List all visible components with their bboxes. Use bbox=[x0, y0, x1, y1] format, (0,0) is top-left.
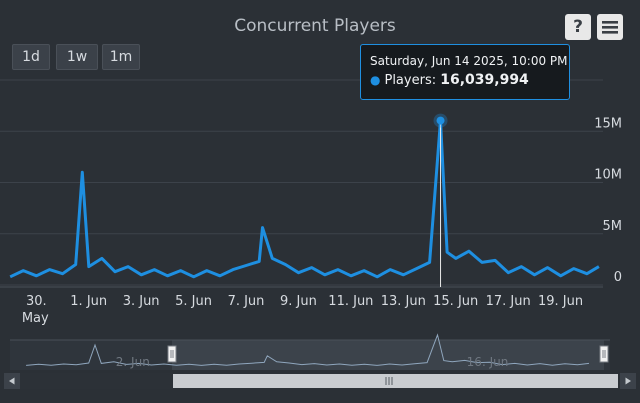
x-tick-label: 5. Jun bbox=[175, 294, 212, 309]
x-tick-label: 11. Jun bbox=[328, 294, 373, 309]
navigator-right-handle[interactable] bbox=[599, 345, 609, 363]
data-tooltip: Saturday, Jun 14 2025, 10:00 PM ● Players… bbox=[360, 44, 570, 100]
y-tick-label: 10M bbox=[594, 168, 622, 183]
tooltip-value-line: ● Players: 16,039,994 bbox=[370, 72, 529, 88]
x-tick-label: 15. Jun bbox=[433, 294, 478, 309]
tooltip-date: Saturday, Jun 14 2025, 10:00 PM bbox=[370, 54, 568, 68]
y-tick-label: 0 bbox=[614, 270, 622, 285]
navigator-date-label: 16. Jun bbox=[467, 355, 509, 369]
x-tick-label: 19. Jun bbox=[538, 294, 583, 309]
help-button[interactable]: ? bbox=[565, 14, 591, 40]
chart-title: Concurrent Players bbox=[234, 16, 396, 36]
scrollbar-thumb[interactable] bbox=[173, 374, 618, 388]
help-icon: ? bbox=[573, 17, 583, 37]
x-tick-label: 7. Jun bbox=[228, 294, 265, 309]
navigator-selected-range[interactable] bbox=[172, 340, 604, 370]
x-tick-label: 13. Jun bbox=[381, 294, 426, 309]
range-button-1m[interactable]: 1m bbox=[102, 44, 140, 70]
x-tick-label: 9. Jun bbox=[280, 294, 317, 309]
x-tick-label: 1. Jun bbox=[70, 294, 107, 309]
x-tick-label: 30. May bbox=[22, 294, 49, 326]
hamburger-menu-icon bbox=[602, 21, 618, 34]
tooltip-value: 16,039,994 bbox=[440, 72, 529, 88]
navigator-left-handle[interactable] bbox=[167, 345, 177, 363]
x-tick-label: 17. Jun bbox=[486, 294, 531, 309]
x-tick-label: 3. Jun bbox=[123, 294, 160, 309]
tooltip-series-label: Players: bbox=[384, 73, 437, 88]
range-button-1d[interactable]: 1d bbox=[12, 44, 50, 70]
scroll-left-arrow-icon bbox=[9, 377, 15, 385]
range-button-1w[interactable]: 1w bbox=[56, 44, 98, 70]
hover-marker bbox=[436, 116, 445, 125]
y-tick-label: 5M bbox=[603, 219, 623, 234]
y-tick-label: 15M bbox=[594, 116, 622, 131]
menu-button[interactable] bbox=[597, 14, 623, 40]
navigator-date-label: 2. Jun bbox=[116, 355, 150, 369]
series-line-players bbox=[9, 119, 600, 279]
navigator-series-line bbox=[26, 333, 590, 366]
series-dot-icon: ● bbox=[370, 73, 381, 87]
scroll-right-arrow-icon bbox=[625, 377, 631, 385]
